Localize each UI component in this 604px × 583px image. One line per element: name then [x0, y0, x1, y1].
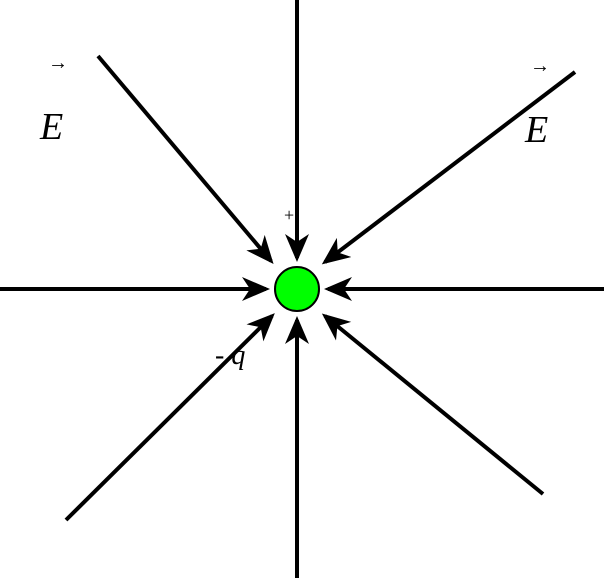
field-label-right: E: [525, 108, 548, 152]
field-line: [98, 56, 271, 261]
field-diagram: - q + E → E →: [0, 0, 604, 578]
negative-charge: [275, 267, 319, 311]
vector-arrow-icon: →: [48, 52, 68, 75]
diagram-svg: [0, 0, 604, 578]
charge-label: - q: [215, 340, 245, 372]
field-label-left: E: [40, 105, 63, 149]
plus-marker: +: [284, 205, 294, 226]
field-line: [325, 316, 543, 494]
vector-arrow-icon: →: [530, 55, 550, 78]
field-line: [325, 72, 575, 262]
